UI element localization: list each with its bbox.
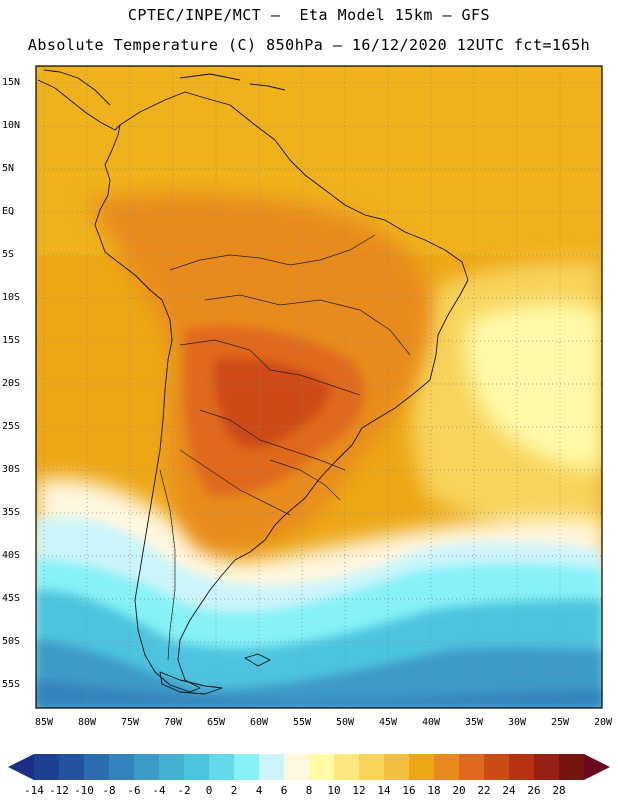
lat-label: 5S — [2, 249, 15, 260]
lat-label: 45S — [2, 593, 21, 604]
field-south-darkblue — [36, 680, 602, 708]
colorbar-label: -8 — [102, 784, 116, 797]
colorbar-cell — [434, 754, 460, 780]
lon-label: 60W — [249, 717, 269, 728]
colorbar-label: 2 — [230, 784, 238, 797]
colorbar — [8, 754, 610, 780]
colorbar-cell — [509, 754, 535, 780]
colorbar-cell — [209, 754, 235, 780]
south-america-outline — [94, 91, 469, 693]
lon-label: 80W — [77, 717, 97, 728]
lon-label: 75W — [120, 717, 140, 728]
lat-label: 15S — [2, 335, 21, 346]
colorbar-label: 18 — [427, 784, 441, 797]
colorbar-label: 10 — [327, 784, 341, 797]
field-land-red — [214, 358, 330, 449]
colorbar-cell — [84, 754, 110, 780]
lon-label: 35W — [464, 717, 484, 728]
colorbar-label: 8 — [305, 784, 313, 797]
colorbar-cell — [109, 754, 135, 780]
lat-label: 50S — [2, 636, 21, 647]
lon-label: 50W — [335, 717, 355, 728]
colorbar-cell — [284, 754, 310, 780]
colorbar-cell — [409, 754, 435, 780]
colorbar-label: 6 — [280, 784, 288, 797]
colorbar-cell — [559, 754, 585, 780]
tierra-del-fuego-outline — [159, 671, 223, 695]
colorbar-cell — [534, 754, 560, 780]
colorbar-label: -14 — [24, 784, 44, 797]
colorbar-low-arrow — [8, 754, 34, 780]
temperature-field — [36, 66, 602, 708]
colorbar-cell — [34, 754, 60, 780]
colorbar-cell — [384, 754, 410, 780]
colorbar-label: 22 — [477, 784, 491, 797]
lon-label: 55W — [292, 717, 312, 728]
lon-label: 40W — [421, 717, 441, 728]
field-ocean-paleyellow — [466, 303, 602, 470]
lat-label: 55S — [2, 679, 21, 690]
lat-label: EQ — [2, 206, 15, 217]
lon-label: 20W — [593, 717, 613, 728]
lon-label: 25W — [550, 717, 570, 728]
colorbar-label: -4 — [152, 784, 166, 797]
colorbar-label: 14 — [377, 784, 391, 797]
lon-label: 30W — [507, 717, 527, 728]
lat-label: 30S — [2, 464, 21, 475]
lat-label: 40S — [2, 550, 21, 561]
colorbar-label: 0 — [205, 784, 213, 797]
map-title-line2: Absolute Temperature (C) 850hPa – 16/12/… — [27, 36, 591, 54]
colorbar-label: 4 — [255, 784, 263, 797]
colorbar-cell — [259, 754, 285, 780]
colorbar-label: -12 — [49, 784, 69, 797]
lon-label: 85W — [34, 717, 54, 728]
colorbar-cell — [59, 754, 85, 780]
colorbar-label: 12 — [352, 784, 366, 797]
colorbar-label: 28 — [552, 784, 566, 797]
colorbar-label: -6 — [127, 784, 141, 797]
colorbar-cells — [34, 754, 585, 780]
lat-label: 25S — [2, 421, 21, 432]
colorbar-cell — [334, 754, 360, 780]
lon-label: 65W — [206, 717, 226, 728]
country-borders — [159, 234, 411, 661]
colorbar-cell — [459, 754, 485, 780]
lat-label: 10N — [2, 120, 21, 131]
lat-label: 20S — [2, 378, 21, 389]
lat-label: 10S — [2, 292, 21, 303]
lat-label: 35S — [2, 507, 21, 518]
lon-label: 45W — [378, 717, 398, 728]
colorbar-cell — [184, 754, 210, 780]
colorbar-label: -10 — [74, 784, 94, 797]
colorbar-cell — [134, 754, 160, 780]
colorbar-cell — [359, 754, 385, 780]
colorbar-cell — [484, 754, 510, 780]
central-america-outline — [37, 69, 121, 131]
colorbar-cell — [234, 754, 260, 780]
colorbar-label: 26 — [527, 784, 541, 797]
colorbar-high-arrow — [584, 754, 610, 780]
colorbar-cell — [159, 754, 185, 780]
lon-label: 70W — [163, 717, 183, 728]
map-title-line1: CPTEC/INPE/MCT – Eta Model 15km – GFS — [127, 6, 491, 24]
lat-label: 5N — [2, 163, 15, 174]
malvinas-outline — [244, 653, 271, 667]
map-frame — [35, 65, 603, 709]
lat-label: 15N — [2, 77, 21, 88]
colorbar-cell — [309, 754, 335, 780]
coastlines — [37, 69, 469, 695]
caribbean-islands — [179, 73, 286, 91]
colorbar-label: 16 — [402, 784, 416, 797]
colorbar-label: -2 — [177, 784, 191, 797]
colorbar-label: 24 — [502, 784, 516, 797]
colorbar-label: 20 — [452, 784, 466, 797]
